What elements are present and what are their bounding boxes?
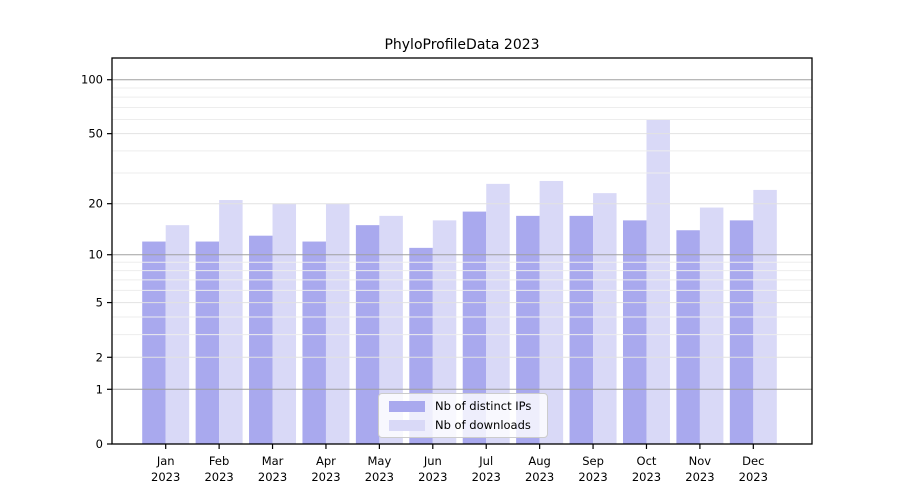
bar-nb-of-distinct-ips-feb	[195, 241, 220, 444]
x-tick-label-year: 2023	[365, 470, 394, 484]
bar-nb-of-downloads-may	[379, 215, 403, 444]
x-tick-label-year: 2023	[258, 470, 287, 484]
legend-swatch-distinct-ips	[389, 400, 425, 412]
x-tick-label-year: 2023	[311, 470, 340, 484]
bar-nb-of-distinct-ips-dec	[729, 220, 754, 444]
bar-nb-of-distinct-ips-mar	[249, 235, 273, 444]
x-tick-label-year: 2023	[525, 470, 554, 484]
x-tick-label-month: Aug	[528, 454, 550, 468]
x-tick-label-year: 2023	[632, 470, 661, 484]
x-tick-label-month: Mar	[262, 454, 284, 468]
y-tick-label: 20	[88, 197, 103, 211]
bar-nb-of-downloads-apr	[325, 203, 350, 444]
x-tick-label-month: Oct	[637, 454, 657, 468]
x-tick-label-month: May	[367, 454, 391, 468]
y-tick-label: 50	[88, 127, 103, 141]
x-tick-label-year: 2023	[578, 470, 607, 484]
x-tick-label-month: Dec	[742, 454, 764, 468]
x-tick-label-year: 2023	[685, 470, 714, 484]
legend: Nb of distinct IPs Nb of downloads	[378, 393, 548, 438]
plot-border	[111, 57, 813, 445]
x-tick-label-year: 2023	[204, 470, 233, 484]
x-tick-label-year: 2023	[418, 470, 447, 484]
bar-nb-of-distinct-ips-nov	[676, 230, 700, 444]
bar-nb-of-distinct-ips-oct	[622, 220, 647, 444]
legend-item-downloads: Nb of downloads	[389, 417, 539, 433]
y-tick-label: 1	[96, 382, 103, 396]
bar-nb-of-distinct-ips-jan	[142, 241, 166, 444]
legend-label-downloads: Nb of downloads	[435, 418, 531, 432]
bar-nb-of-downloads-jul	[486, 183, 510, 445]
y-tick-label: 10	[88, 248, 103, 262]
bar-nb-of-distinct-ips-apr	[302, 241, 326, 444]
bar-nb-of-distinct-ips-jul	[462, 211, 487, 444]
y-tick-label: 5	[96, 296, 103, 310]
bar-nb-of-downloads-aug	[539, 180, 564, 444]
bar-nb-of-downloads-mar	[272, 203, 297, 444]
bar-nb-of-downloads-nov	[699, 207, 724, 444]
chart-title: PhyloProfileData 2023	[384, 37, 540, 53]
bar-nb-of-downloads-sep	[593, 193, 617, 444]
x-tick-label-month: Nov	[689, 454, 712, 468]
x-tick-label-month: Sep	[582, 454, 604, 468]
x-tick-label-year: 2023	[151, 470, 180, 484]
legend-label-distinct-ips: Nb of distinct IPs	[435, 399, 532, 413]
bar-nb-of-downloads-feb	[219, 200, 243, 444]
y-tick-label: 0	[96, 437, 103, 451]
y-tick-label: 2	[96, 350, 103, 364]
legend-item-distinct-ips: Nb of distinct IPs	[389, 398, 539, 414]
bar-nb-of-downloads-oct	[646, 119, 670, 444]
bar-nb-of-downloads-jun	[432, 220, 457, 444]
y-tick-label: 100	[81, 73, 103, 87]
x-tick-label-year: 2023	[472, 470, 501, 484]
bar-nb-of-distinct-ips-sep	[569, 215, 594, 444]
x-tick-label-month: Feb	[209, 454, 229, 468]
x-tick-label-month: Jan	[156, 454, 175, 468]
legend-swatch-downloads	[389, 419, 425, 431]
bar-nb-of-distinct-ips-aug	[516, 215, 540, 444]
x-tick-label-month: Jul	[478, 454, 493, 468]
x-tick-label-month: Apr	[316, 454, 336, 468]
x-tick-label-month: Jun	[423, 454, 442, 468]
x-tick-label-year: 2023	[739, 470, 768, 484]
